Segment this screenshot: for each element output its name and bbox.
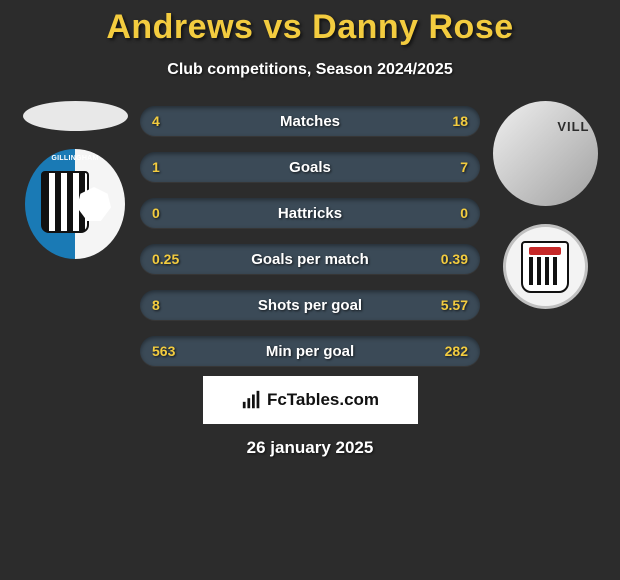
footer-brand-box[interactable]: FcTables.com — [203, 376, 418, 424]
stat-left-value: 1 — [152, 159, 160, 175]
left-column: GILLINGHAM — [15, 101, 130, 259]
stat-row: 0Hattricks0 — [140, 198, 480, 228]
stat-left-value: 563 — [152, 343, 175, 359]
stat-left-value: 8 — [152, 297, 160, 313]
right-player-photo — [493, 101, 598, 206]
subtitle: Club competitions, Season 2024/2025 — [0, 61, 620, 79]
comparison-card: Andrews vs Danny Rose Club competitions,… — [0, 0, 620, 580]
main-row: GILLINGHAM 4Matches181Goals70Hattricks00… — [0, 101, 620, 366]
stat-label: Goals per match — [140, 251, 480, 268]
left-player-photo — [23, 101, 128, 131]
stat-label: Min per goal — [140, 343, 480, 360]
right-club-badge — [503, 224, 588, 309]
stat-bars: 4Matches181Goals70Hattricks00.25Goals pe… — [140, 101, 480, 366]
stat-label: Shots per goal — [140, 297, 480, 314]
footer-brand-text: FcTables.com — [267, 390, 379, 410]
date-text: 26 january 2025 — [0, 438, 620, 458]
stat-label: Goals — [140, 159, 480, 176]
stat-right-value: 0.39 — [441, 251, 468, 267]
stat-left-value: 0.25 — [152, 251, 179, 267]
stat-right-value: 18 — [452, 113, 468, 129]
stat-right-value: 5.57 — [441, 297, 468, 313]
stat-right-value: 282 — [445, 343, 468, 359]
page-title: Andrews vs Danny Rose — [0, 8, 620, 47]
stat-label: Matches — [140, 113, 480, 130]
stat-row: 1Goals7 — [140, 152, 480, 182]
stat-right-value: 0 — [460, 205, 468, 221]
stat-left-value: 0 — [152, 205, 160, 221]
left-club-badge: GILLINGHAM — [25, 149, 125, 259]
stat-row: 4Matches18 — [140, 106, 480, 136]
stat-row: 8Shots per goal5.57 — [140, 290, 480, 320]
stat-right-value: 7 — [460, 159, 468, 175]
stat-left-value: 4 — [152, 113, 160, 129]
badge-text: GILLINGHAM — [25, 155, 125, 162]
right-column — [490, 101, 605, 309]
chart-icon — [241, 389, 263, 411]
stat-row: 0.25Goals per match0.39 — [140, 244, 480, 274]
stat-label: Hattricks — [140, 205, 480, 222]
stat-row: 563Min per goal282 — [140, 336, 480, 366]
